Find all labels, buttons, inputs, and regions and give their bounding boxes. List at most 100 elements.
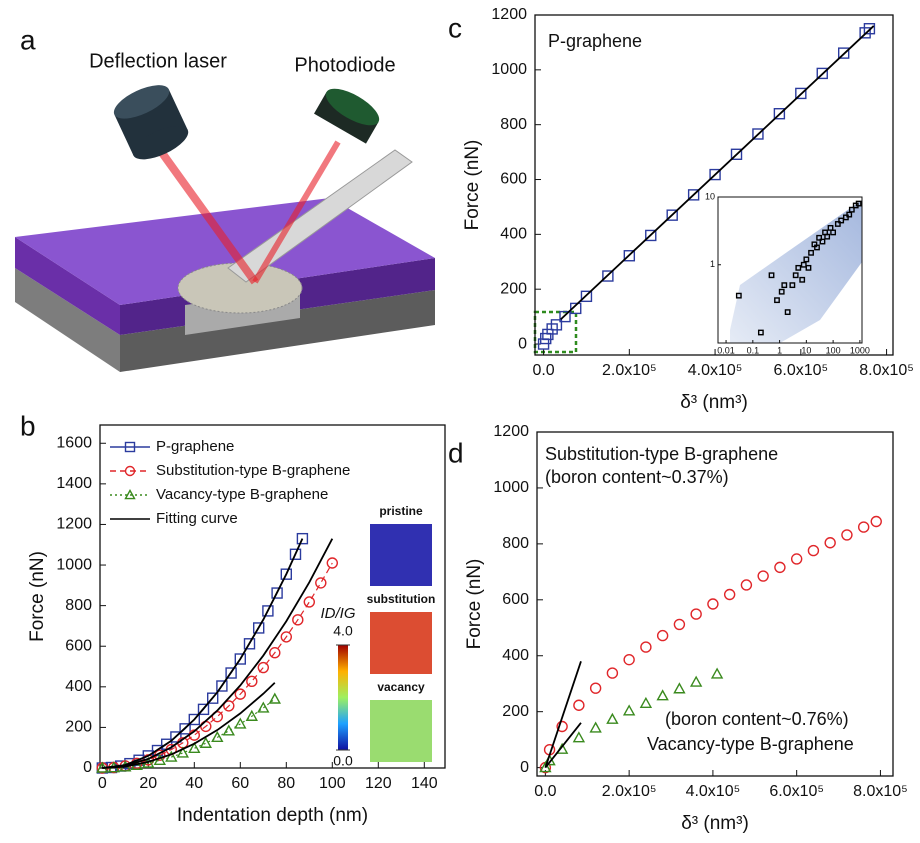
x-axis-title: δ³ (nm³): [681, 813, 749, 834]
y-tick-label: 0: [520, 759, 529, 776]
legend-label: P-graphene: [156, 438, 234, 455]
x-tick-label: 4.0x10⁵: [688, 362, 743, 379]
y-tick-label: 600: [500, 171, 527, 188]
marker: [789, 282, 796, 289]
photodiode-face: [325, 88, 380, 126]
colorbar: [338, 645, 348, 750]
marker: [837, 47, 850, 59]
marker: [730, 148, 743, 160]
marker: [673, 682, 686, 694]
y-tick-label: 200: [502, 703, 529, 720]
y-tick-label: 1200: [491, 6, 527, 23]
y-tick-label: 1000: [56, 556, 92, 573]
y-tick-label: 1000: [493, 479, 529, 496]
y-axis-title: Force (nN): [27, 551, 48, 642]
annotation: (boron content~0.76%): [665, 709, 849, 729]
x-tick-label: 20: [139, 775, 157, 792]
marker: [814, 244, 820, 251]
marker: [211, 730, 224, 743]
panel-label: a: [20, 24, 36, 55]
marker: [539, 761, 552, 773]
legend-label: Fitting curve: [156, 510, 238, 527]
marker: [690, 608, 702, 620]
panel-label: d: [448, 437, 464, 468]
x-tick-label: 6.0x10⁵: [773, 362, 828, 379]
x-tick-label: 1: [777, 345, 782, 355]
marker: [803, 256, 810, 263]
x-tick-label: 0.01: [717, 345, 735, 355]
series-line: [102, 538, 303, 769]
y-tick-label: 200: [65, 719, 92, 736]
annotation: (boron content~0.37%): [545, 467, 729, 487]
marker: [757, 570, 769, 582]
marker: [580, 290, 593, 303]
marker: [188, 713, 201, 726]
x-tick-label: 140: [411, 775, 438, 792]
y-tick-label: 400: [502, 647, 529, 664]
marker: [800, 261, 807, 268]
marker: [225, 667, 237, 679]
marker: [572, 731, 586, 743]
x-tick-label: 2.0x10⁵: [602, 783, 657, 800]
marker: [773, 108, 786, 120]
marker: [124, 441, 136, 453]
series-line: [102, 538, 304, 769]
raman-map: [370, 700, 432, 762]
panel-label: b: [20, 410, 36, 441]
marker: [710, 667, 724, 679]
marker: [768, 272, 775, 279]
y-tick-label: 10: [705, 191, 715, 201]
marker: [176, 746, 189, 758]
marker: [223, 700, 235, 712]
y-axis-title: Force (nN): [462, 140, 483, 231]
marker: [656, 629, 669, 642]
marker: [234, 717, 247, 729]
x-tick-label: 40: [185, 775, 203, 792]
y-tick-label: 0: [83, 759, 92, 776]
marker: [206, 692, 219, 704]
label: Photodiode: [294, 54, 395, 76]
marker: [735, 292, 742, 299]
marker: [808, 249, 814, 256]
marker: [165, 750, 178, 762]
marker: [855, 200, 862, 207]
marker: [673, 618, 686, 631]
series-line: [544, 661, 582, 768]
y-tick-label: 800: [502, 535, 529, 552]
x-tick-label: 0.0: [532, 362, 554, 379]
plot-frame: [99, 424, 446, 769]
plot-frame: [536, 431, 894, 777]
laser-bottom: [132, 125, 189, 160]
marker: [622, 704, 636, 716]
x-axis-title: δ³ (nm³): [680, 392, 748, 413]
colorbar-title: ID/IG: [320, 605, 355, 622]
slab-front: [15, 237, 120, 335]
marker: [222, 724, 235, 736]
marker: [268, 692, 281, 704]
legend-label: Vacancy-type B-graphene: [156, 486, 328, 503]
marker: [252, 622, 265, 634]
marker: [262, 605, 274, 617]
marker: [326, 557, 338, 569]
marker: [124, 465, 136, 477]
marker: [124, 489, 136, 500]
marker: [795, 87, 807, 100]
y-axis-title: Force (nN): [464, 559, 485, 650]
x-tick-label: 0: [98, 775, 107, 792]
marker: [589, 721, 602, 733]
colorbar-label: 4.0: [333, 623, 353, 639]
x-tick-label: 60: [231, 775, 249, 792]
marker: [824, 537, 836, 549]
marker: [778, 288, 785, 295]
y-tick-label: 1000: [491, 61, 527, 78]
marker: [841, 529, 853, 541]
x-tick-label: 6.0x10⁵: [769, 783, 824, 800]
marker: [559, 310, 571, 323]
x-tick-label: 4.0x10⁵: [686, 783, 741, 800]
marker: [645, 229, 657, 242]
y-tick-label: 200: [500, 280, 527, 297]
base-front: [15, 268, 120, 372]
x-tick-label: 0.0: [534, 783, 556, 800]
y-tick-label: 600: [502, 591, 529, 608]
